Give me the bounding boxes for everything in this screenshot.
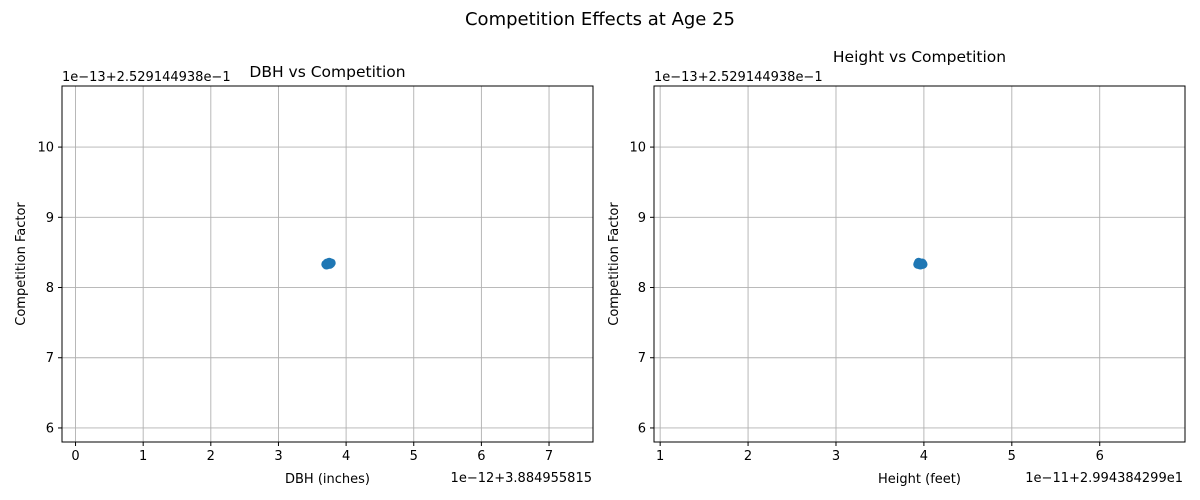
y-offset-text: 1e−13+2.529144938e−1 [62,70,231,85]
panel-title: DBH vs Competition [249,63,405,81]
x-axis-label: DBH (inches) [285,472,370,487]
x-tick-label: 3 [274,449,282,464]
y-tick-label: 7 [638,351,646,366]
y-tick-label: 8 [638,281,646,296]
y-tick-label: 10 [37,141,54,156]
x-tick-label: 0 [71,449,79,464]
y-tick-label: 9 [638,211,646,226]
y-tick-label: 9 [46,211,54,226]
x-tick-label: 5 [410,449,418,464]
figure-suptitle: Competition Effects at Age 25 [465,9,735,30]
x-tick-label: 3 [832,449,840,464]
x-offset-text: 1e−12+3.884955815 [451,471,592,486]
y-tick-label: 10 [629,141,646,156]
y-tick-label: 6 [638,421,646,436]
x-tick-label: 5 [1008,449,1016,464]
x-tick-label: 6 [477,449,485,464]
y-tick-label: 7 [46,351,54,366]
x-tick-label: 6 [1096,449,1104,464]
x-tick-label: 1 [656,449,664,464]
panel-title: Height vs Competition [833,48,1006,66]
x-tick-label: 2 [207,449,215,464]
x-tick-label: 7 [545,449,553,464]
panel-height-vs-competition: 1 2 3 4 5 6 6 7 8 9 10 Height vs Competition Height … [607,48,1186,487]
x-tick-label: 2 [744,449,752,464]
y-tick-label: 8 [46,281,54,296]
scatter-point [326,259,336,269]
y-axis-label: Competition Factor [607,202,622,326]
x-tick-label: 4 [920,449,928,464]
x-tick-label: 4 [342,449,350,464]
x-tick-label: 1 [139,449,147,464]
axes-frame [61,85,594,443]
x-axis-label: Height (feet) [878,472,961,487]
panel-dbh-vs-competition: 0 1 2 3 4 5 6 7 6 7 8 9 10 DBH vs Competition DBH (inc… [14,63,594,487]
x-offset-text: 1e−11+2.994384299e1 [1025,471,1183,486]
y-offset-text: 1e−13+2.529144938e−1 [654,70,823,85]
axes-frame [653,85,1186,443]
scatter-point [917,258,927,268]
y-tick-label: 6 [46,421,54,436]
y-axis-label: Competition Factor [14,202,29,326]
